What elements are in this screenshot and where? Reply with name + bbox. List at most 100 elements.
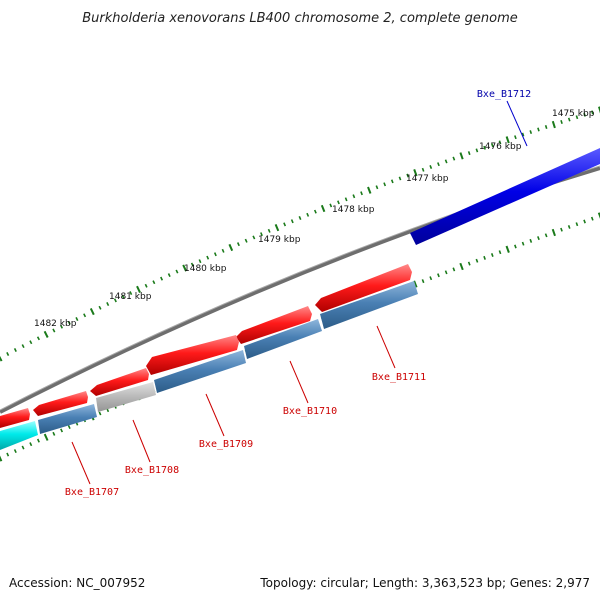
outer-tick: [591, 110, 594, 115]
inner-tick: [467, 261, 471, 266]
leader-bxe-b1710: [289, 360, 309, 404]
outer-tick: [221, 248, 225, 253]
outer-tick: [75, 317, 79, 322]
gene-pseudo[interactable]: [96, 382, 156, 412]
gene-other-partial[interactable]: [0, 421, 38, 450]
gene-reverse-3[interactable]: [154, 350, 246, 393]
outer-tick: [344, 197, 348, 202]
leader-bxe-b1711: [376, 325, 396, 369]
scale-label-1476: 1476 kbp: [479, 142, 522, 152]
reverse-strand-genes: [0, 281, 418, 450]
outer-tick: [459, 152, 464, 160]
outer-tick: [583, 112, 586, 117]
outer-tick: [567, 117, 571, 122]
outer-tick: [121, 294, 125, 299]
scale-label-1475: 1475 kbp: [552, 109, 595, 119]
inner-tick: [529, 238, 533, 243]
outer-tick: [129, 291, 133, 296]
gene-bxe-b1708[interactable]: [90, 368, 149, 396]
gene-bxe-b1709[interactable]: [146, 335, 239, 375]
outer-tick: [529, 130, 533, 135]
outer-tick: [236, 242, 240, 247]
leader-bxe-b1712: [506, 100, 528, 147]
gene-left-partial-forward[interactable]: [0, 408, 30, 428]
inner-tick: [67, 425, 71, 430]
gene-reverse-2[interactable]: [244, 319, 322, 359]
outer-tick: [452, 156, 456, 161]
outer-tick: [29, 340, 33, 345]
gene-label-bxe-b1710[interactable]: Bxe_B1710: [283, 406, 337, 417]
gene-bxe-b1707[interactable]: [33, 391, 88, 416]
scale-label-1479: 1479 kbp: [258, 235, 301, 245]
inner-tick: [583, 219, 586, 224]
outer-tick: [167, 273, 171, 278]
outer-tick: [437, 162, 440, 167]
scale-label-1477: 1477 kbp: [406, 174, 449, 184]
outer-tick: [560, 120, 563, 125]
outer-tick: [406, 173, 410, 178]
inner-tick: [475, 258, 479, 263]
gene-bxe-b1712[interactable]: [410, 148, 600, 245]
outer-tick: [483, 145, 486, 150]
outer-tick-ring: [0, 106, 600, 362]
gene-label-bxe-b1709[interactable]: Bxe_B1709: [199, 439, 253, 450]
gene-label-bxe-b1708[interactable]: Bxe_B1708: [125, 465, 179, 476]
gene-label-bxe-b1707[interactable]: Bxe_B1707: [65, 487, 119, 498]
outer-tick: [213, 252, 217, 257]
outer-tick: [43, 330, 49, 338]
inner-tick: [537, 236, 540, 241]
outer-tick: [360, 191, 363, 196]
accession-text: Accession: NC_007952: [9, 576, 145, 590]
outer-tick: [267, 228, 271, 233]
outer-tick: [444, 159, 448, 164]
inner-tick: [597, 212, 600, 219]
inner-tick: [6, 452, 10, 457]
outer-tick: [98, 305, 102, 310]
scale-label-1478: 1478 kbp: [332, 205, 375, 215]
outer-tick: [383, 182, 387, 187]
outer-tick: [52, 328, 56, 333]
leader-bxe-b1709: [205, 393, 225, 437]
outer-tick: [175, 269, 179, 274]
outer-tick: [36, 336, 41, 341]
outer-tick: [160, 276, 164, 281]
inner-tick: [437, 273, 440, 278]
outer-tick: [551, 120, 556, 129]
outer-tick: [83, 313, 87, 318]
gene-label-bxe-b1712[interactable]: Bxe_B1712: [477, 89, 531, 100]
inner-tick: [560, 227, 563, 232]
outer-tick: [329, 203, 333, 208]
outer-tick: [298, 215, 302, 221]
inner-tick: [483, 255, 486, 260]
outer-tick: [113, 298, 117, 303]
outer-tick: [490, 143, 494, 148]
outer-tick: [274, 224, 280, 232]
outer-tick: [537, 127, 540, 132]
inner-tick: [29, 442, 33, 447]
outer-tick: [375, 185, 379, 190]
outer-tick: [575, 115, 579, 120]
inner-tick: [544, 233, 548, 238]
leader-bxe-b1708: [132, 419, 151, 463]
inner-tick: [521, 241, 525, 246]
outer-tick: [598, 106, 600, 114]
genome-summary-text: Topology: circular; Length: 3,363,523 bp…: [259, 576, 590, 590]
inner-tick: [498, 250, 502, 255]
outer-tick: [6, 352, 10, 356]
gene-bxe-b1710[interactable]: [236, 306, 312, 344]
inner-tick: [421, 279, 425, 284]
inner-tick: [505, 245, 510, 253]
gene-bxe-b1711[interactable]: [315, 264, 412, 312]
outer-tick: [152, 280, 156, 285]
outer-tick: [544, 125, 548, 129]
outer-tick: [252, 235, 256, 240]
inner-tick: [98, 411, 102, 416]
gene-reverse-1[interactable]: [320, 281, 418, 329]
gene-reverse-4[interactable]: [38, 404, 97, 434]
outer-tick: [367, 186, 372, 194]
inner-tick: [459, 262, 464, 271]
gene-label-leaders: [71, 100, 528, 485]
gene-label-bxe-b1711[interactable]: Bxe_B1711: [372, 372, 426, 383]
scale-label-1481: 1481 kbp: [109, 292, 152, 302]
inner-tick: [567, 225, 571, 229]
